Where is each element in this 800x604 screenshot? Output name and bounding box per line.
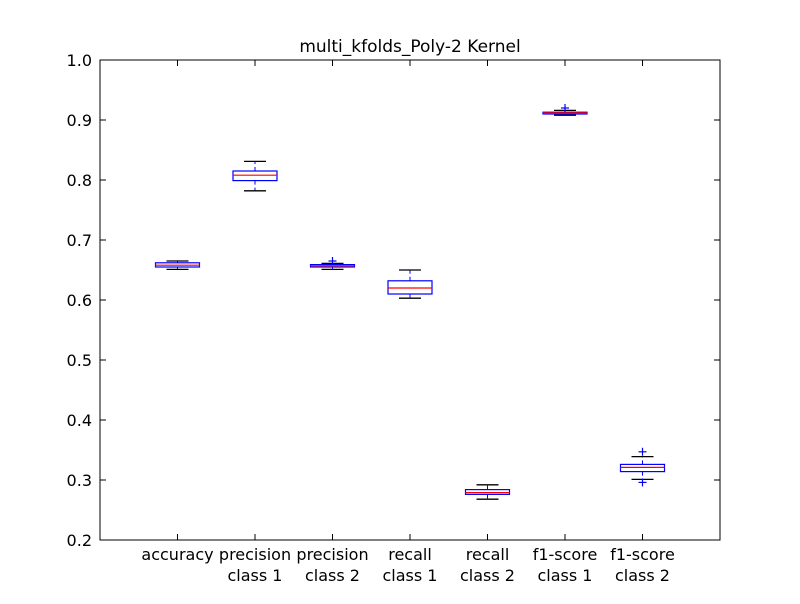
y-tick-label: 0.4 xyxy=(67,411,92,430)
y-tick-label: 0.2 xyxy=(67,531,92,550)
y-tick-label: 0.5 xyxy=(67,351,92,370)
outlier-marker xyxy=(638,478,647,487)
plot-area: 0.2 0.3 0.4 0.5 0.6 0.7 0.8 0.9 1.0 accuracy preci… xyxy=(67,51,721,585)
box-group xyxy=(387,269,433,299)
chart-title: multi_kfolds_Poly-2 Kernel xyxy=(299,37,520,57)
box-group xyxy=(154,260,201,271)
box-group xyxy=(464,484,511,500)
x-tick-label: recall xyxy=(466,545,510,564)
x-tick-label: precision xyxy=(219,545,291,564)
box-group xyxy=(619,447,666,487)
box-group xyxy=(309,257,356,271)
x-tick-label: f1-score xyxy=(610,545,675,564)
outlier-marker xyxy=(638,447,647,456)
x-tick-label: class 1 xyxy=(383,566,438,585)
y-tick-label: 0.9 xyxy=(67,111,92,130)
box-group xyxy=(542,104,588,116)
x-tick-label: class 1 xyxy=(228,566,283,585)
x-tick-label: class 2 xyxy=(305,566,360,585)
box xyxy=(232,170,278,182)
x-tick-label: class 2 xyxy=(615,566,670,585)
y-tick-label: 0.6 xyxy=(67,291,92,310)
y-tick-label: 1.0 xyxy=(67,51,92,70)
x-tick-label: precision xyxy=(296,545,368,564)
box-group xyxy=(232,160,278,192)
y-tick-label: 0.3 xyxy=(67,471,92,490)
y-tick-label: 0.8 xyxy=(67,171,92,190)
x-tick-label: recall xyxy=(388,545,432,564)
x-tick-label: accuracy xyxy=(141,545,213,564)
outlier-marker xyxy=(561,104,569,112)
x-tick-label: f1-score xyxy=(533,545,598,564)
outlier-marker xyxy=(328,257,337,265)
x-tick-label: class 2 xyxy=(460,566,515,585)
y-tick-label: 0.7 xyxy=(67,231,92,250)
x-tick-label: class 1 xyxy=(538,566,593,585)
